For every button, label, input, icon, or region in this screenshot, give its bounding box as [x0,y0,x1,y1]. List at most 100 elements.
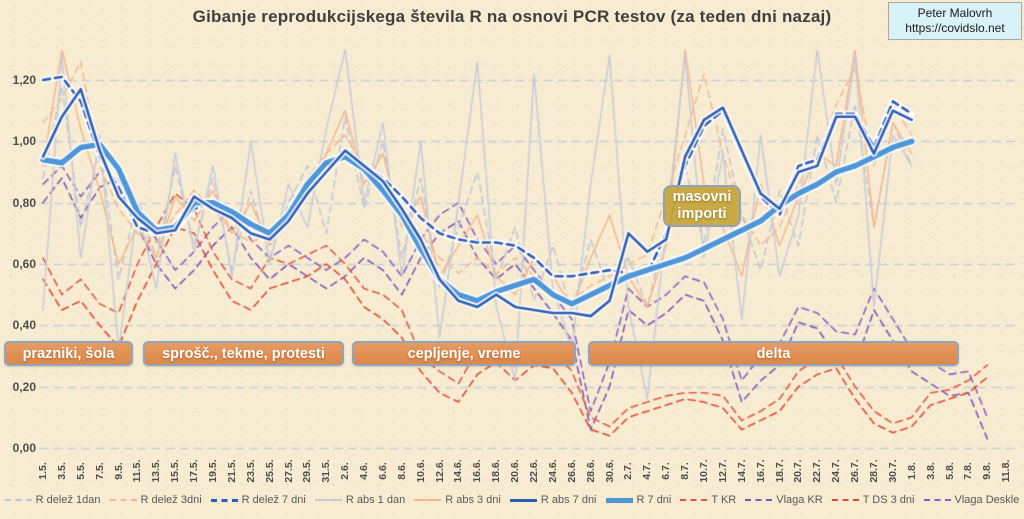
x-axis-label: 7.5. [93,462,106,480]
x-axis-label: 3.8. [924,462,937,480]
chart-legend: R delež 1dan R delež 3dni R delež 7 dni R a… [0,494,1024,506]
phase-box: sprošč., tekme, protesti [143,341,344,366]
legend-swatch [509,498,537,502]
x-axis-label: 22.6. [528,459,541,483]
legend-item: T KR [680,494,736,506]
y-axis-label: 1,00 [12,134,36,149]
legend-item: R abs 1 dan [314,494,406,506]
x-axis-label: 9.5. [112,462,125,480]
x-axis-label: 30.7. [886,459,899,483]
x-axis-label: 24.7. [830,459,843,483]
legend-item: R abs 7 dni [509,494,597,506]
x-axis-label: 31.5. [320,459,333,483]
x-axis-label: 4.7. [641,462,654,480]
legend-swatch [680,499,708,501]
legend-swatch [414,499,442,501]
x-axis-label: 10.6. [414,459,427,483]
import-annotation-box: masovni importi [663,185,741,227]
legend-swatch [831,499,859,501]
credit-url[interactable]: https://covidslo.net [905,21,1005,35]
legend-label: T KR [711,494,737,506]
x-axis-label: 9.8. [981,462,994,480]
x-axis-label: 4.6. [358,462,371,480]
legend-swatch [745,499,773,501]
x-axis-label: 11.8. [1000,459,1013,483]
y-axis-label: 0,00 [12,441,36,455]
legend-item: T DS 3 dni [831,494,915,506]
x-axis-label: 6.7. [660,462,673,480]
legend-swatch [605,497,633,503]
import-annotation-line1: masovni [672,189,732,206]
x-axis-label: 3.5. [55,462,68,480]
legend-label: R abs 7 dni [540,494,597,506]
x-axis-label: 10.7. [698,459,710,483]
x-axis-label: 28.6. [584,459,597,483]
x-axis-label: 20.6. [509,459,522,483]
phase-box: cepljenje, vreme [352,341,576,366]
legend-swatch [210,498,238,502]
legend-label: Vlaga KR [776,494,823,506]
phase-box: delta [588,341,959,366]
x-axis-label: 5.5. [74,462,87,480]
legend-item: R delež 1dan [4,494,101,506]
x-axis-label: 19.5. [206,459,219,483]
x-axis-label: 17.5. [188,459,201,483]
x-axis-label: 21.5. [225,459,238,483]
x-axis-label: 18.7. [773,459,786,483]
x-axis-label: 2.7. [622,462,635,480]
y-axis-label: 0,40 [12,318,36,333]
x-axis-label: 26.7. [849,459,862,483]
x-axis-label: 18.6. [490,459,503,483]
legend-label: R delež 7 dni [241,494,306,506]
legend-label: R 7 dni [636,494,672,506]
x-axis-label: 24.6. [546,459,559,483]
y-axis-label: 0,80 [12,195,36,210]
x-axis-label: 2.6. [339,462,352,480]
credit-box[interactable]: Peter Malovrh https://covidslo.net [888,2,1022,40]
import-annotation-line2: importi [677,206,727,222]
x-axis-label: 15.5. [169,459,182,483]
x-axis-label: 28.7. [867,459,880,483]
legend-item: Vlaga Deskle [923,494,1020,506]
x-axis-label: 12.7. [716,459,729,483]
x-axis-label: 23.5. [244,459,257,483]
legend-label: R abs 1 dan [345,494,406,506]
phase-box-label: cepljenje, vreme [407,345,521,362]
x-axis-label: 25.5. [263,459,276,483]
x-axis-label: 1.8. [905,462,918,480]
legend-label: R delež 1dan [35,494,101,506]
credit-name: Peter Malovrh [917,6,993,20]
x-axis-label: 5.8. [943,462,956,480]
x-axis-label: 20.7. [792,459,805,483]
phase-box-label: delta [756,345,791,362]
legend-label: Vlaga Deskle [954,494,1020,506]
legend-item: R delež 7 dni [210,494,306,506]
x-axis-label: 7.8. [962,462,975,480]
x-axis-label: 8.7. [679,462,692,480]
legend-item: Vlaga KR [745,494,823,506]
x-axis-label: 30.6. [603,459,616,483]
legend-item: R 7 dni [605,494,672,506]
legend-swatch [923,499,951,501]
legend-swatch [4,499,32,501]
page-title: Gibanje reprodukcijskega števila R na os… [192,7,832,26]
x-axis-label: 12.6. [433,459,446,483]
phase-box-label: prazniki, šola [22,345,115,362]
legend-item: R abs 3 dni [414,494,501,506]
x-axis-label: 16.6. [471,459,484,483]
y-axis-label: 0,20 [12,379,36,394]
legend-label: R abs 3 dni [445,494,501,506]
x-axis-label: 27.5. [282,459,295,483]
x-axis-label: 8.6. [395,462,408,480]
x-axis-label: 1.5. [37,462,49,480]
legend-label: T DS 3 dni [862,494,915,506]
x-axis-label: 29.5. [301,459,314,483]
y-axis-label: 0,60 [12,256,36,271]
x-axis-label: 26.6. [565,459,578,483]
x-axis-label: 6.6. [376,462,389,480]
legend-label: R delež 3dni [140,494,202,506]
legend-swatch [314,499,342,501]
x-axis-label: 11.5. [131,459,144,483]
phase-box-label: sprošč., tekme, protesti [162,345,325,362]
